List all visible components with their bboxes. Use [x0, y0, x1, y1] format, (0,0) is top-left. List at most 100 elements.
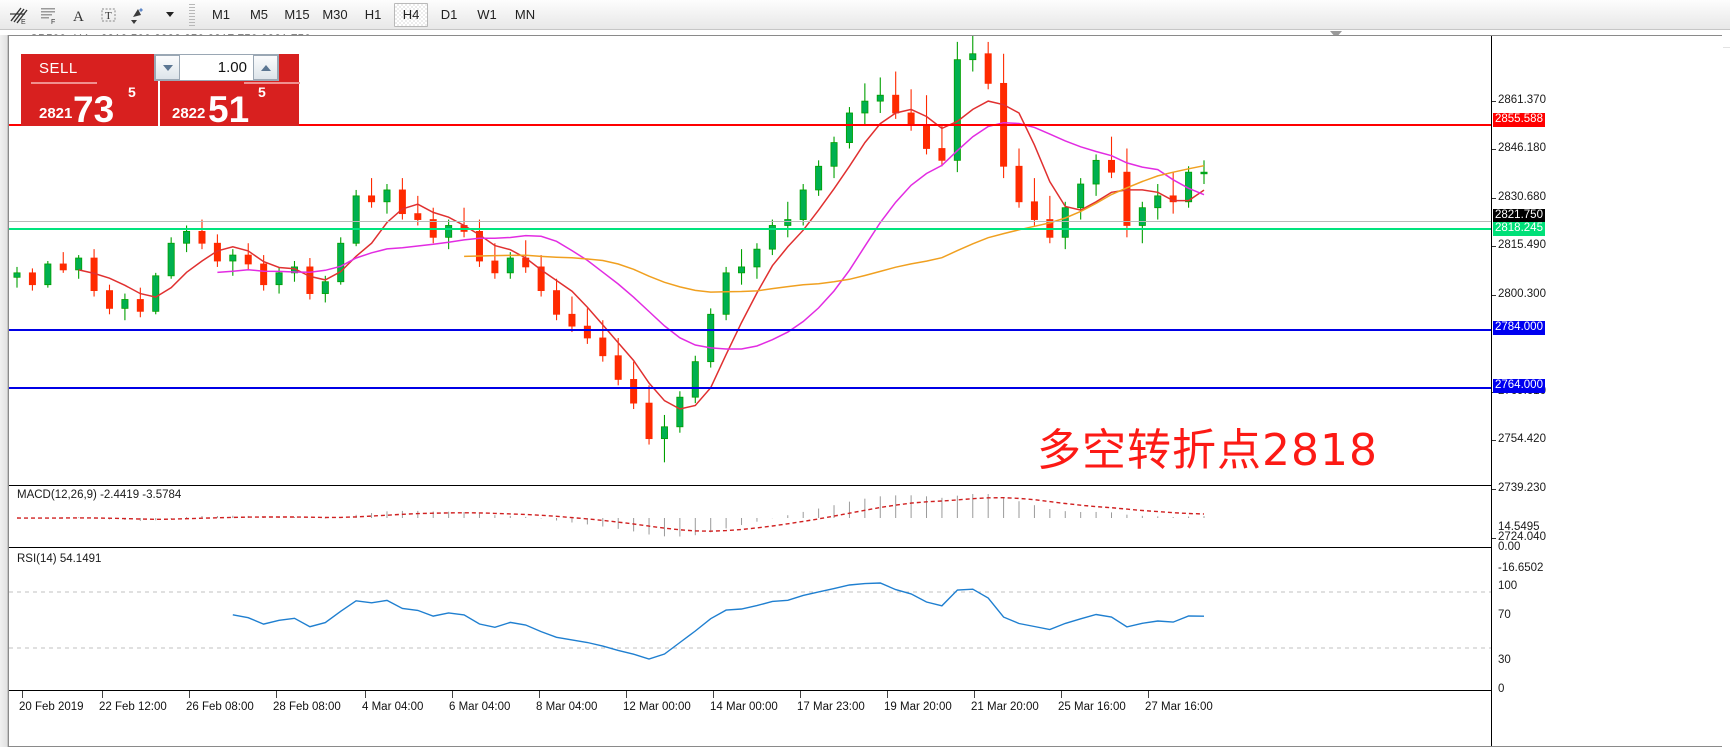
volume-decrease-button[interactable] — [155, 55, 180, 80]
macd-label: MACD(12,26,9) -2.4419 -3.5784 — [17, 489, 182, 501]
timeframe-group: M1 M5 M15 M30 H1 H4 D1 W1 MN — [202, 2, 544, 27]
objects-dropdown-caret-icon[interactable] — [154, 2, 184, 28]
time-tick — [539, 691, 540, 698]
macd-pane[interactable]: MACD(12,26,9) -2.4419 -3.5784 — [9, 488, 1491, 548]
support-blue-line-2[interactable] — [9, 387, 1491, 389]
time-tick — [800, 691, 801, 698]
chart-scroll-caret-icon[interactable] — [1330, 31, 1342, 38]
candlestick-plot — [13, 36, 1208, 463]
price-badge: 2818.245 — [1493, 222, 1545, 236]
time-tick — [1148, 691, 1149, 698]
timeframe-m30[interactable]: M30 — [322, 7, 348, 22]
crosshair-indicator-icon[interactable]: E — [4, 2, 34, 28]
time-tick — [189, 691, 190, 698]
price-axis-label: 2754.420 — [1498, 433, 1546, 445]
time-axis-label: 14 Mar 00:00 — [710, 701, 778, 713]
buy-underline — [244, 82, 300, 84]
rsi-pane[interactable]: RSI(14) 54.1491 — [9, 550, 1491, 690]
buy-price-fraction: 5 — [258, 84, 266, 100]
time-tick — [452, 691, 453, 698]
svg-text:E: E — [21, 19, 26, 26]
volume-value[interactable]: 1.00 — [217, 59, 247, 76]
pivot-green-line[interactable] — [9, 228, 1491, 230]
chart-vertical-scrollbar[interactable] — [0, 35, 8, 747]
rsi-axis-label: 100 — [1498, 580, 1518, 592]
chart-area[interactable]: 多空转折点2818 MACD(12,26,9) -2.4419 -3.5784 … — [8, 35, 1723, 747]
svg-text:F: F — [51, 19, 55, 26]
time-axis-label: 6 Mar 04:00 — [449, 701, 511, 713]
text-letter-icon[interactable]: A — [64, 2, 94, 28]
timeframe-h1[interactable]: H1 — [364, 7, 382, 22]
current-bid-gray-line[interactable] — [9, 221, 1491, 222]
timeframe-h4[interactable]: H4 — [394, 2, 428, 27]
rsi-label: RSI(14) 54.1491 — [17, 553, 102, 565]
main-toolbar: E F A T — [0, 0, 1730, 30]
time-axis-label: 26 Feb 08:00 — [186, 701, 254, 713]
time-tick — [102, 691, 103, 698]
price-tick — [1492, 149, 1496, 150]
rsi-axis-label: 30 — [1498, 654, 1511, 666]
buy-quote: 2822 51 5 — [160, 82, 299, 130]
sell-label: SELL — [39, 60, 78, 77]
volume-increase-button[interactable] — [253, 55, 278, 80]
time-axis-label: 4 Mar 04:00 — [362, 701, 424, 713]
svg-text:A: A — [73, 9, 84, 25]
time-axis-label: 22 Feb 12:00 — [99, 701, 167, 713]
grid-template-icon[interactable]: F — [34, 2, 64, 28]
price-badge: 2784.000 — [1493, 321, 1545, 335]
text-label-icon[interactable]: T — [94, 2, 124, 28]
timeframe-mn[interactable]: MN — [514, 7, 536, 22]
time-tick — [887, 691, 888, 698]
svg-text:T: T — [105, 10, 112, 22]
sell-price-integer: 2821 — [39, 105, 73, 122]
price-tick — [1492, 295, 1496, 296]
volume-stepper[interactable]: 1.00 — [154, 54, 279, 81]
panel-divider — [158, 54, 160, 126]
time-axis-label: 20 Feb 2019 — [19, 701, 84, 713]
toolbar-grip[interactable] — [188, 3, 196, 26]
caret-down-icon — [162, 64, 173, 71]
price-axis-label: 2846.180 — [1498, 142, 1546, 154]
timeframe-d1[interactable]: D1 — [440, 7, 458, 22]
timeframe-m15[interactable]: M15 — [284, 7, 310, 22]
time-tick — [365, 691, 366, 698]
time-tick — [626, 691, 627, 698]
timeframe-m5[interactable]: M5 — [249, 7, 269, 22]
caret-up-icon — [260, 64, 271, 71]
price-axis-label: 2861.370 — [1498, 94, 1546, 106]
price-axis-label: 2739.230 — [1498, 482, 1546, 494]
time-axis[interactable]: 20 Feb 2019 22 Feb 12:00 26 Feb 08:00 28 Fe… — [9, 690, 1491, 746]
timeframe-m1[interactable]: M1 — [211, 7, 231, 22]
price-axis-label: 2800.300 — [1498, 288, 1546, 300]
price-axis[interactable]: 2861.370 2846.180 2830.680 2815.490 2800.300… — [1491, 36, 1723, 746]
rsi-axis-label: 0 — [1498, 683, 1505, 695]
buy-price-main: 51 — [208, 89, 250, 130]
price-tick — [1492, 538, 1496, 539]
time-axis-label: 17 Mar 23:00 — [797, 701, 865, 713]
time-tick — [276, 691, 277, 698]
one-click-trading-panel[interactable]: SELL 2821 73 5 BUY 2822 51 5 — [21, 54, 300, 130]
time-tick — [713, 691, 714, 698]
buy-price-integer: 2822 — [172, 105, 206, 122]
sell-price-main: 73 — [73, 89, 115, 130]
timeframe-w1[interactable]: W1 — [477, 7, 497, 22]
rsi-plot — [9, 582, 1491, 660]
time-axis-label: 25 Mar 16:00 — [1058, 701, 1126, 713]
time-axis-label: 19 Mar 20:00 — [884, 701, 952, 713]
time-axis-label: 21 Mar 20:00 — [971, 701, 1039, 713]
time-tick — [1061, 691, 1062, 698]
price-tick — [1492, 489, 1496, 490]
price-badge: 2764.000 — [1493, 379, 1545, 393]
support-blue-line-1[interactable] — [9, 329, 1491, 331]
time-axis-label: 28 Feb 08:00 — [273, 701, 341, 713]
price-tick — [1492, 101, 1496, 102]
sell-button[interactable]: SELL 2821 73 5 — [21, 54, 159, 130]
price-axis-label: 2830.680 — [1498, 191, 1546, 203]
resistance-red-line[interactable] — [9, 124, 1491, 126]
price-tick — [1492, 198, 1496, 199]
price-axis-label: 2815.490 — [1498, 239, 1546, 251]
sell-price-fraction: 5 — [128, 84, 136, 100]
objects-arrows-icon[interactable] — [124, 2, 154, 28]
price-tick — [1492, 246, 1496, 247]
price-badge: 2855.588 — [1493, 113, 1545, 127]
